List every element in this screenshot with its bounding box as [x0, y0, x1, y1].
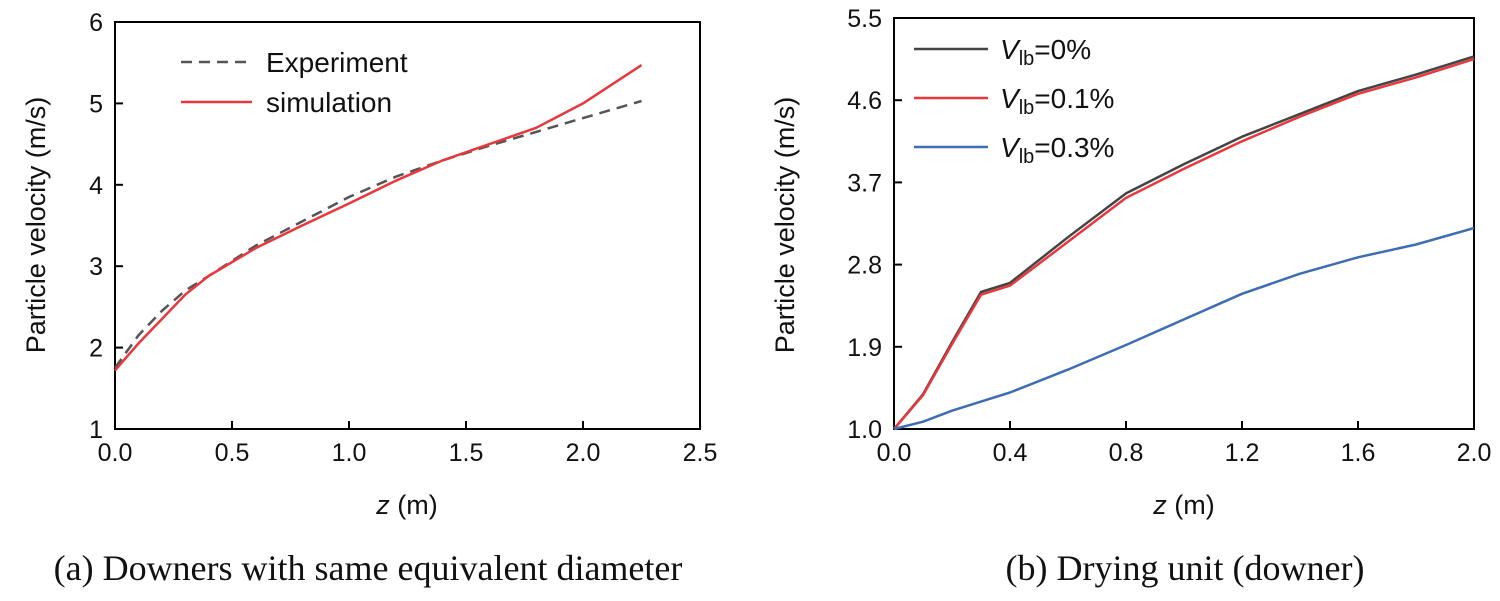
- x-tick-label-b: 1.2: [1225, 439, 1260, 467]
- x-tick-label-b: 0.4: [993, 439, 1028, 467]
- y-tick-label-b: 1.0: [847, 416, 882, 444]
- x-tick-label-a: 0.0: [98, 439, 133, 467]
- x-tick-label-a: 1.5: [449, 439, 484, 467]
- caption-a: (a) Downers with same equivalent diamete…: [54, 548, 683, 588]
- y-tick-label-b: 3.7: [847, 169, 882, 197]
- chart-panel-a: 0.0 0.5 1.0 1.5 2.0 2.5 1 2 3 4 5 6 Particle veloci…: [21, 9, 717, 588]
- x-axis-unit-b: (m): [1167, 490, 1215, 520]
- x-tick-label-a: 0.5: [215, 439, 250, 467]
- chart-panel-b: 0.0 0.4 0.8 1.2 1.6 2.0 1.0 1.9 2.8 3.7 4.6 5.5 Par…: [770, 5, 1491, 588]
- axis-ticks-b: 0.0 0.4 0.8 1.2 1.6 2.0 1.0 1.9 2.8 3.7 4.6 5.5: [847, 5, 1491, 467]
- plot-frame-a: [114, 21, 701, 430]
- x-axis-unit-a: (m): [390, 490, 438, 520]
- series-line-b-0: [893, 55, 1475, 430]
- caption-b: (b) Drying unit (downer): [1006, 548, 1365, 588]
- x-axis-label-b: z (m): [1152, 490, 1214, 520]
- legend-a: Experiment simulation: [181, 47, 408, 118]
- y-tick-label-a: 1: [89, 416, 103, 444]
- series-lines-a: [113, 64, 643, 372]
- y-axis-label-a: Particle velocity (m/s): [21, 97, 51, 354]
- series-lines-b: [893, 55, 1475, 431]
- legend-label-vlb-01: Vlb=0.1%: [1000, 83, 1114, 119]
- y-tick-label-b: 1.9: [847, 334, 882, 362]
- y-tick-label-a: 2: [89, 335, 103, 363]
- plot-frame-b: [893, 17, 1475, 430]
- series-line-b-1: [893, 57, 1475, 430]
- legend-label-experiment: Experiment: [266, 47, 408, 78]
- y-axis-label-b: Particle velocity (m/s): [770, 97, 800, 354]
- x-tick-label-b: 0.0: [877, 439, 912, 467]
- y-tick-label-a: 3: [89, 253, 103, 281]
- legend-label-vlb-03: Vlb=0.3%: [1000, 132, 1114, 168]
- x-axis-label-a: z (m): [375, 490, 437, 520]
- legend-label-vlb-0: Vlb=0%: [1000, 34, 1091, 70]
- legend-label-simulation: simulation: [266, 87, 392, 118]
- series-line-a-0: [113, 99, 642, 369]
- x-tick-label-a: 2.0: [566, 439, 601, 467]
- y-tick-label-b: 2.8: [847, 252, 882, 280]
- x-tick-label-b: 1.6: [1341, 439, 1376, 467]
- x-axis-var-b: z: [1152, 490, 1167, 520]
- legend-b: Vlb=0% Vlb=0.1% Vlb=0.3%: [914, 34, 1114, 168]
- y-tick-label-b: 4.6: [847, 87, 882, 115]
- x-tick-label-b: 2.0: [1457, 439, 1492, 467]
- y-tick-label-a: 4: [89, 172, 103, 200]
- x-tick-label-b: 0.8: [1109, 439, 1144, 467]
- y-tick-label-b: 5.5: [847, 5, 882, 33]
- axis-ticks-a: 0.0 0.5 1.0 1.5 2.0 2.5 1 2 3 4 5 6: [89, 9, 717, 467]
- x-tick-label-a: 2.5: [683, 439, 718, 467]
- series-line-a-1: [114, 64, 643, 372]
- x-tick-label-a: 1.0: [332, 439, 367, 467]
- x-axis-var-a: z: [375, 490, 390, 520]
- y-tick-label-a: 6: [89, 9, 103, 37]
- series-line-b-2: [893, 226, 1475, 431]
- y-tick-label-a: 5: [89, 90, 103, 118]
